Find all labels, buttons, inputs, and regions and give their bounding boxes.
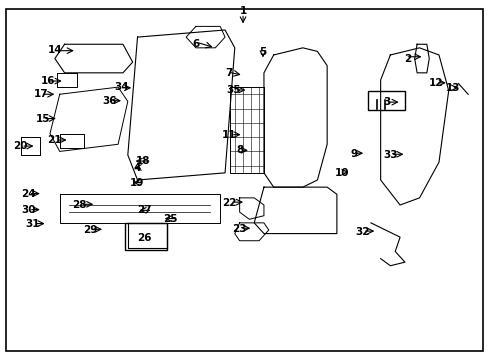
Text: 23: 23: [232, 224, 246, 234]
Text: 25: 25: [163, 214, 177, 224]
Text: 20: 20: [14, 141, 28, 151]
Text: 8: 8: [236, 145, 243, 156]
Text: 10: 10: [334, 168, 348, 178]
Bar: [125, 223, 166, 249]
Text: 30: 30: [21, 205, 35, 215]
Text: 6: 6: [192, 39, 199, 49]
Text: 28: 28: [72, 200, 86, 210]
Text: 5: 5: [259, 47, 266, 57]
Text: 15: 15: [36, 113, 50, 123]
Text: 11: 11: [221, 130, 236, 140]
Text: 3: 3: [382, 97, 389, 107]
Bar: [368, 91, 404, 111]
Text: 18: 18: [136, 156, 150, 166]
Text: 17: 17: [34, 89, 48, 99]
Text: 27: 27: [137, 205, 152, 215]
Text: 12: 12: [428, 78, 443, 88]
Text: 22: 22: [221, 198, 236, 208]
Text: 33: 33: [382, 150, 397, 160]
Text: 13: 13: [445, 83, 459, 93]
Text: 19: 19: [129, 177, 143, 188]
Text: 4: 4: [134, 163, 141, 173]
Text: 1: 1: [239, 6, 246, 17]
Text: 16: 16: [41, 76, 55, 86]
Text: 36: 36: [102, 96, 116, 106]
Text: 2: 2: [403, 54, 410, 64]
Text: 35: 35: [226, 85, 241, 95]
Text: 14: 14: [47, 45, 62, 55]
Text: 29: 29: [82, 225, 97, 235]
Text: 21: 21: [46, 135, 61, 145]
Text: 7: 7: [224, 68, 232, 78]
Text: 26: 26: [137, 233, 152, 243]
Text: 34: 34: [114, 82, 129, 92]
Text: 9: 9: [350, 149, 357, 159]
Text: 32: 32: [354, 227, 368, 237]
Text: 31: 31: [26, 219, 40, 229]
Text: 24: 24: [21, 189, 35, 199]
